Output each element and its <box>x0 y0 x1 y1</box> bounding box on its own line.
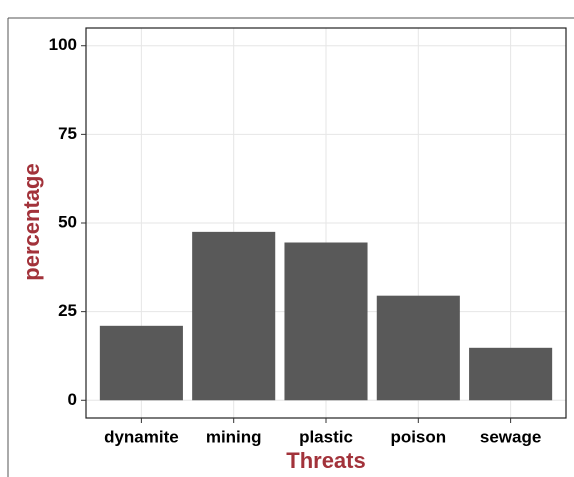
y-axis-title: percentage <box>19 163 44 280</box>
x-tick-label: sewage <box>480 427 541 446</box>
y-tick-label: 75 <box>58 124 77 143</box>
y-tick-label: 50 <box>58 212 77 231</box>
bar <box>284 242 368 401</box>
x-tick-label: mining <box>206 427 262 446</box>
x-tick-label: dynamite <box>104 427 179 446</box>
bar <box>99 325 183 401</box>
x-axis-title: Threats <box>286 448 365 473</box>
bar <box>192 231 276 401</box>
x-tick-label: poison <box>390 427 446 446</box>
y-tick-label: 100 <box>49 35 77 54</box>
bar <box>376 295 460 401</box>
bar <box>469 347 553 401</box>
y-tick-label: 25 <box>58 301 77 320</box>
x-tick-label: plastic <box>299 427 353 446</box>
y-tick-label: 0 <box>68 390 77 409</box>
plot-area <box>86 28 566 418</box>
